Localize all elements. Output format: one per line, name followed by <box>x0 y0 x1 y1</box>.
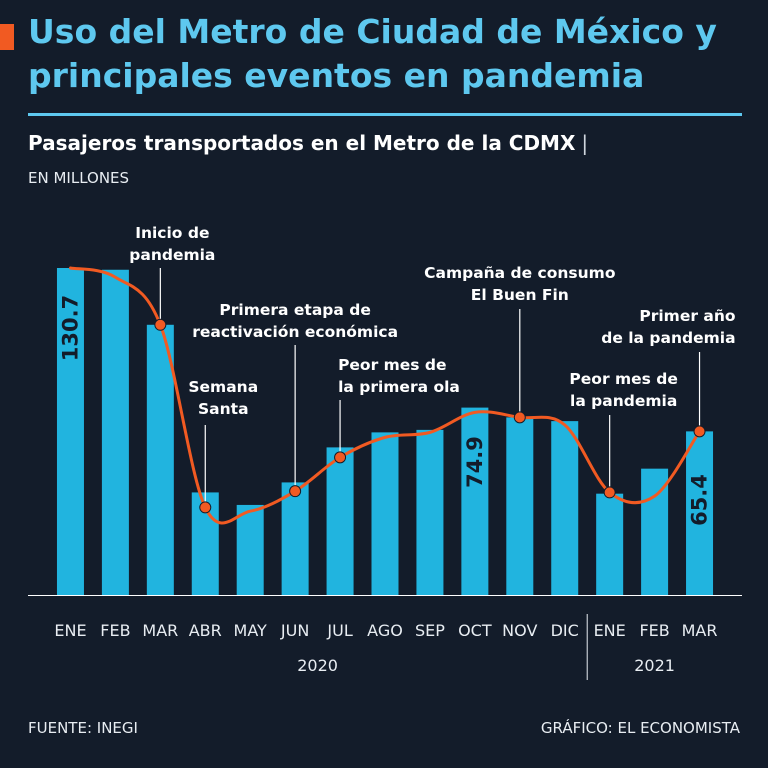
source-note: FUENTE: INEGI <box>28 719 138 737</box>
year-label-1: 2021 <box>634 656 675 675</box>
event-marker-3 <box>334 451 347 464</box>
x-tick-label-10: NOV <box>502 621 537 640</box>
x-tick-label-1: FEB <box>100 621 130 640</box>
x-tick-label-6: JUL <box>326 621 352 640</box>
x-tick-label-14: MAR <box>682 621 718 640</box>
annotation-text-1-1: Santa <box>198 400 249 418</box>
x-tick-label-9: OCT <box>458 621 492 640</box>
event-marker-0 <box>154 318 167 331</box>
year-label-0: 2020 <box>297 656 338 675</box>
trend-line <box>68 266 702 525</box>
value-label-2: 65.4 <box>688 474 712 526</box>
subtitle-separator: | <box>581 131 589 155</box>
value-labels: 130.7 74.9 65.4 <box>58 295 711 526</box>
x-tick-label-13: FEB <box>639 621 669 640</box>
x-tick-label-11: DIC <box>551 621 579 640</box>
annotation-text-4-0: Campaña de consumo <box>424 264 615 282</box>
bar-6 <box>326 447 354 595</box>
x-tick-label-2: MAR <box>142 621 178 640</box>
annotations-group: Inicio de pandemia Semana Santa Primera etap… <box>129 224 735 418</box>
value-label-1: 74.9 <box>463 436 487 488</box>
annotation-text-6-0: Primer año <box>639 307 735 325</box>
bar-1 <box>101 269 129 595</box>
chart-subtitle: Pasajeros transportados en el Metro de l… <box>28 131 588 155</box>
value-label-0: 130.7 <box>58 295 82 361</box>
x-tick-label-5: JUN <box>280 621 309 640</box>
annotation-text-6-1: de la pandemia <box>601 329 735 347</box>
x-tick-label-0: ENE <box>54 621 86 640</box>
bar-14 <box>686 431 714 595</box>
annotation-text-3-1: la primera ola <box>338 378 460 396</box>
annotation-text-3-0: Peor mes de <box>338 356 446 374</box>
annotation-text-4-1: El Buen Fin <box>471 286 569 304</box>
subtitle-text: Pasajeros transportados en el Metro de l… <box>28 131 576 155</box>
event-marker-6 <box>693 425 706 438</box>
bar-9 <box>461 407 489 595</box>
annotation-text-5-0: Peor mes de <box>569 370 677 388</box>
x-axis: ENE FEB MAR ABR MAY JUN JUL AGO SEP OCT NOV DIC ENE F… <box>28 595 742 680</box>
event-marker-1 <box>199 501 212 514</box>
bar-12 <box>596 493 624 595</box>
annotation-text-5-1: la pandemia <box>570 392 677 410</box>
credit-note: GRÁFICO: EL ECONOMISTA <box>540 719 740 737</box>
x-tick-label-4: MAY <box>234 621 268 640</box>
bar-0 <box>56 268 84 595</box>
bars-group <box>56 268 714 595</box>
bar-7 <box>371 432 399 595</box>
bar-4 <box>236 504 264 595</box>
event-marker-2 <box>289 485 302 498</box>
annotation-text-1-0: Semana <box>188 378 258 396</box>
bar-8 <box>416 429 444 595</box>
annotation-leaders <box>159 268 701 508</box>
annotation-text-2-0: Primera etapa de <box>219 301 370 319</box>
trend-line-group <box>68 266 706 525</box>
x-tick-label-7: AGO <box>367 621 403 640</box>
event-marker-5 <box>603 486 616 499</box>
bar-11 <box>551 421 579 595</box>
units-label: EN MILLONES <box>28 169 130 187</box>
bar-5 <box>281 482 309 595</box>
bar-2 <box>146 324 174 595</box>
annotation-text-2-1: reactivación económica <box>192 323 398 341</box>
bar-10 <box>506 417 534 595</box>
annotation-text-0-0: Inicio de <box>135 224 209 242</box>
annotation-text-0-1: pandemia <box>129 246 215 264</box>
chart-title: Uso del Metro de Ciudad de México y prin… <box>28 12 717 95</box>
x-tick-label-3: ABR <box>189 621 222 640</box>
title-accent-bar <box>0 24 14 50</box>
title-divider <box>28 113 742 116</box>
event-marker-4 <box>513 411 526 424</box>
x-tick-label-8: SEP <box>415 621 445 640</box>
x-tick-label-12: ENE <box>594 621 626 640</box>
